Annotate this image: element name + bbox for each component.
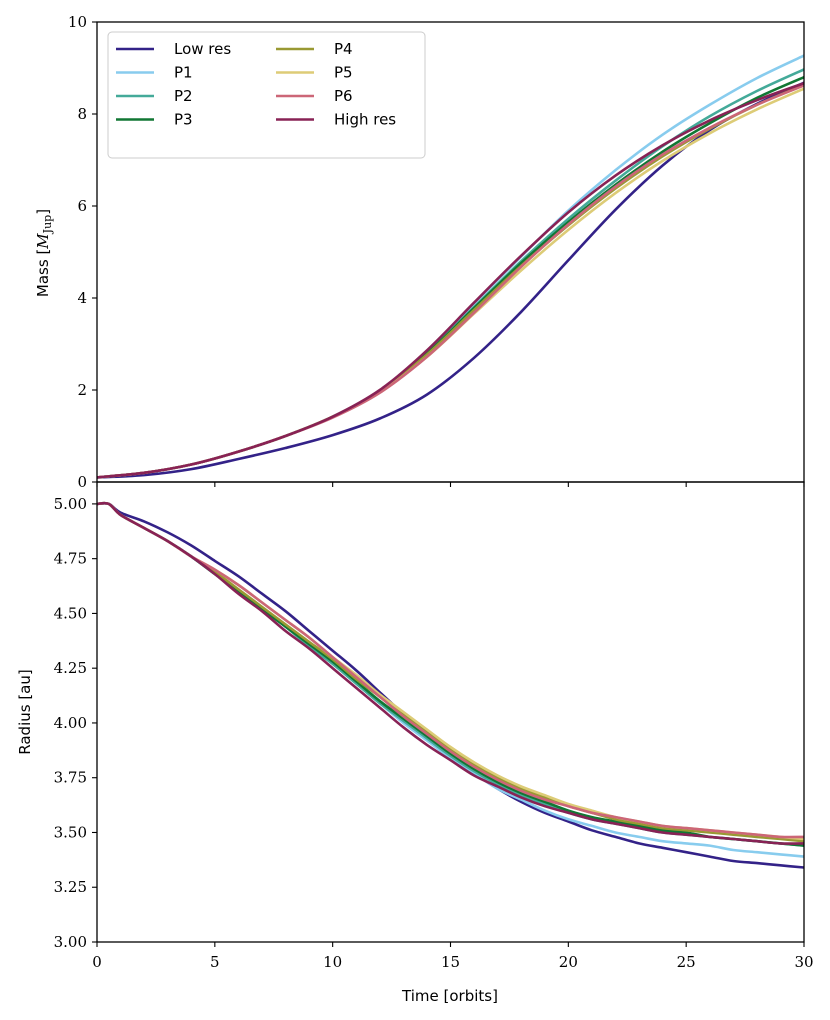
radius-x-tick-label: 5: [210, 953, 220, 971]
radius-plot-frame: [96, 481, 805, 943]
mass-y-tick-label: 4: [77, 289, 87, 307]
radius-x-tick-label: 25: [677, 953, 696, 971]
radius-y-tick-label: 5.00: [54, 495, 87, 513]
time-axis-label: Time [orbits]: [401, 987, 498, 1005]
mass-y-tick-label: 10: [68, 13, 87, 31]
radius-y-tick-label: 3.00: [54, 933, 87, 951]
radius-series-high-res: [97, 501, 804, 845]
mass-axis-label-close: ]: [34, 209, 52, 215]
radius-panel: Radius [au] Time [orbits] 3.00 3.25 3.50 3.…: [16, 481, 814, 1005]
legend-label-low-res: Low res: [174, 40, 231, 58]
radius-y-tick-label: 3.50: [54, 823, 87, 841]
mass-axis-label: Mass [MJup]: [34, 209, 54, 297]
radius-y-tick-label: 3.75: [54, 769, 87, 787]
mass-y-tick-label: 6: [77, 197, 87, 215]
radius-y-tick-label: 4.50: [54, 604, 87, 622]
mass-series-high-res: [97, 81, 804, 479]
mass-series-group: [97, 54, 804, 479]
legend-label-p5: P5: [334, 64, 353, 82]
radius-x-tick-label: 10: [323, 953, 342, 971]
radius-x-tick-label: 20: [559, 953, 578, 971]
mass-y-tick-label: 8: [77, 105, 87, 123]
legend-label-p4: P4: [334, 40, 353, 58]
legend: Low res P1 P2 P3 P4 P5 P6 High res: [107, 31, 426, 159]
mass-panel: Mass [MJup] 0 2 4 6 8 10 Low res P1 P2 P3 P4 P5 P6 Hi…: [34, 13, 805, 491]
legend-label-p2: P2: [174, 87, 193, 105]
radius-series-p1: [97, 501, 804, 858]
mass-axis-label-text: Mass [: [34, 249, 52, 297]
mass-axis-label-subscript: Jup: [41, 215, 54, 235]
legend-box: [107, 31, 426, 159]
radius-x-tick-label: 30: [794, 953, 813, 971]
radius-axis-label: Radius [au]: [16, 669, 34, 754]
radius-x-tick-label: 0: [92, 953, 102, 971]
legend-label-high-res: High res: [334, 111, 396, 129]
radius-y-tick-label: 3.25: [54, 878, 87, 896]
radius-series-low-res: [97, 501, 804, 869]
mass-y-tick-label: 0: [77, 473, 87, 491]
legend-label-p6: P6: [334, 87, 353, 105]
radius-y-tick-label: 4.00: [54, 714, 87, 732]
radius-y-tick-label: 4.25: [54, 659, 87, 677]
radius-series-group: [97, 501, 804, 869]
mass-axis-label-symbol: M: [34, 233, 52, 250]
legend-label-p3: P3: [174, 111, 193, 129]
legend-label-p1: P1: [174, 64, 193, 82]
radius-x-tick-label: 15: [441, 953, 460, 971]
mass-y-tick-label: 2: [77, 381, 87, 399]
radius-y-tick-label: 4.75: [54, 550, 87, 568]
